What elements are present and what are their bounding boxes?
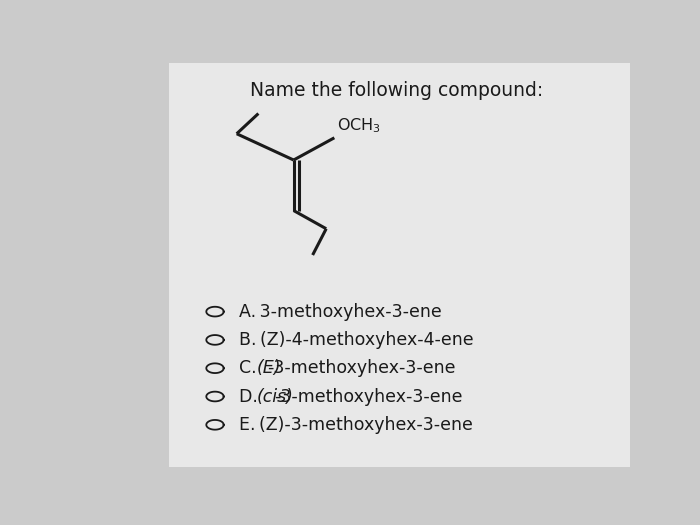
Text: E. (Z)-3-methoxyhex-3-ene: E. (Z)-3-methoxyhex-3-ene <box>239 416 473 434</box>
Text: (E): (E) <box>257 359 281 377</box>
Text: (cis): (cis) <box>257 387 293 405</box>
Bar <box>169 63 630 467</box>
Text: OCH$_3$: OCH$_3$ <box>337 116 381 134</box>
Text: -3-methoxyhex-3-ene: -3-methoxyhex-3-ene <box>267 359 456 377</box>
Text: D.: D. <box>239 387 262 405</box>
Text: A. 3-methoxyhex-3-ene: A. 3-methoxyhex-3-ene <box>239 302 442 321</box>
Text: -3-methoxyhex-3-ene: -3-methoxyhex-3-ene <box>274 387 463 405</box>
Text: Name the following compound:: Name the following compound: <box>250 81 543 100</box>
Text: B. (Z)-4-methoxyhex-4-ene: B. (Z)-4-methoxyhex-4-ene <box>239 331 474 349</box>
Text: C.: C. <box>239 359 260 377</box>
